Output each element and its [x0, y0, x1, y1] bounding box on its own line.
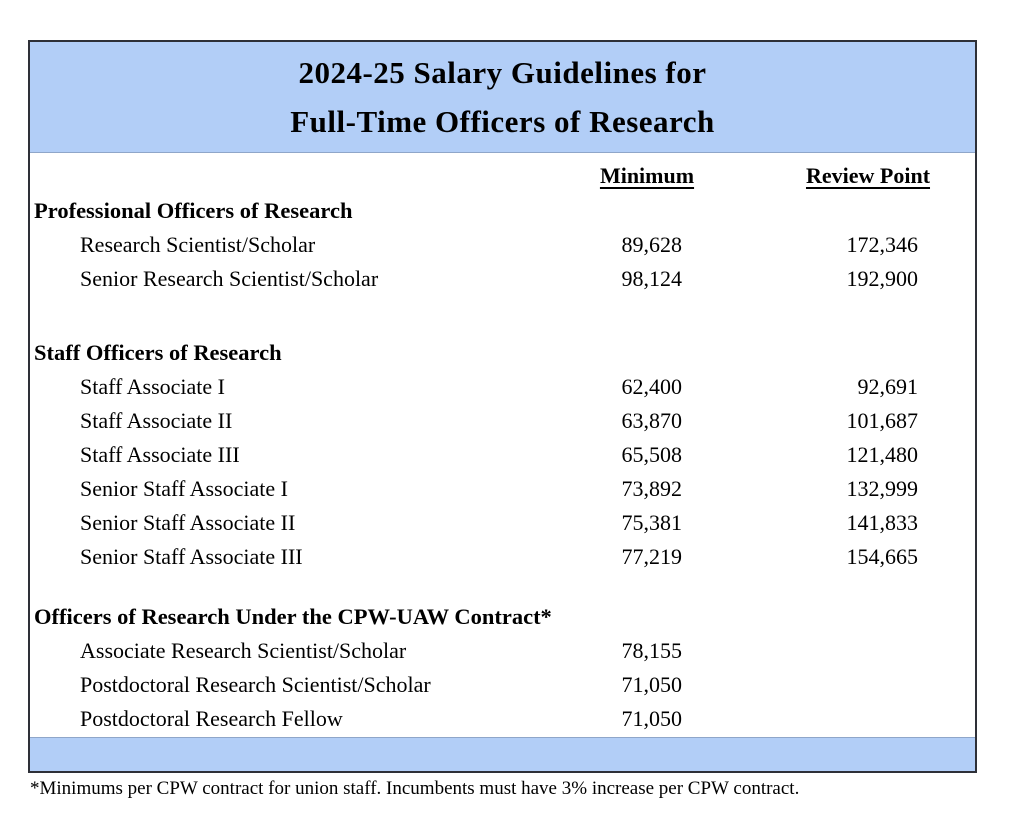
- table-row: Staff Associate III 65,508 121,480: [30, 438, 975, 472]
- row-label: Research Scientist/Scholar: [80, 232, 316, 257]
- row-label: Postdoctoral Research Fellow: [80, 706, 343, 731]
- minimum-value: 98,124: [621, 266, 683, 291]
- table-row: Senior Staff Associate II 75,381 141,833: [30, 506, 975, 540]
- row-pad: [918, 668, 975, 702]
- row-label: Senior Staff Associate III: [80, 544, 303, 569]
- column-header-row: Minimum Review Point: [30, 159, 975, 193]
- salary-guidelines-table: 2024-25 Salary Guidelines for Full-Time …: [28, 40, 977, 773]
- section-heading-cpw-uaw-contract: Officers of Research Under the CPW-UAW C…: [34, 604, 552, 629]
- review-point-value: [682, 668, 918, 702]
- row-label: Senior Research Scientist/Scholar: [80, 266, 379, 291]
- row-pad: [918, 634, 975, 668]
- minimum-value: 63,870: [621, 408, 683, 433]
- minimum-value: 71,050: [621, 672, 683, 697]
- review-point-value: 154,665: [846, 544, 919, 569]
- minimum-value: 71,050: [621, 706, 683, 731]
- row-label: Staff Associate II: [80, 408, 233, 433]
- section-heading-staff-officers: Staff Officers of Research: [34, 340, 282, 365]
- minimum-value: 65,508: [621, 442, 683, 467]
- row-label: Staff Associate III: [80, 442, 240, 467]
- minimum-value: 78,155: [621, 638, 683, 663]
- review-point-value: 141,833: [846, 510, 919, 535]
- row-pad: [918, 702, 975, 736]
- document-title-line-2: Full-Time Officers of Research: [290, 104, 715, 139]
- footnote: *Minimums per CPW contract for union sta…: [30, 778, 800, 799]
- column-header-review-point: Review Point: [805, 163, 931, 188]
- minimum-value: 89,628: [621, 232, 683, 257]
- review-point-value: 101,687: [846, 408, 919, 433]
- row-pad: [918, 540, 975, 574]
- table-row: Senior Research Scientist/Scholar 98,124…: [30, 262, 975, 296]
- row-label: Staff Associate I: [80, 374, 226, 399]
- table-content: Minimum Review Point Professional Office…: [30, 153, 975, 737]
- row-pad: [918, 262, 975, 296]
- review-point-value: 121,480: [846, 442, 919, 467]
- row-label: Senior Staff Associate II: [80, 510, 296, 535]
- column-header-minimum: Minimum: [599, 163, 695, 188]
- document-title-line-1: 2024-25 Salary Guidelines for: [298, 55, 707, 90]
- row-pad: [918, 472, 975, 506]
- review-point-value: 132,999: [846, 476, 919, 501]
- table-row: Postdoctoral Research Scientist/Scholar …: [30, 668, 975, 702]
- table-row: Staff Associate II 63,870 101,687: [30, 404, 975, 438]
- row-label: Senior Staff Associate I: [80, 476, 288, 501]
- table-row: Postdoctoral Research Fellow 71,050: [30, 702, 975, 736]
- row-label: Postdoctoral Research Scientist/Scholar: [80, 672, 431, 697]
- row-pad: [918, 404, 975, 438]
- title-band: 2024-25 Salary Guidelines for Full-Time …: [30, 42, 975, 153]
- minimum-value: 62,400: [621, 374, 683, 399]
- minimum-value: 77,219: [621, 544, 683, 569]
- minimum-value: 75,381: [621, 510, 683, 535]
- review-point-value: [682, 702, 918, 736]
- section-heading-professional-officers: Professional Officers of Research: [34, 198, 353, 223]
- row-pad: [918, 438, 975, 472]
- row-pad: [918, 228, 975, 262]
- minimum-value: 73,892: [621, 476, 683, 501]
- table-row: Research Scientist/Scholar 89,628 172,34…: [30, 228, 975, 262]
- review-point-value: 172,346: [846, 232, 919, 257]
- review-point-value: 92,691: [857, 374, 919, 399]
- review-point-value: [682, 634, 918, 668]
- review-point-value: 192,900: [846, 266, 919, 291]
- row-pad: [918, 370, 975, 404]
- footer-band: [30, 737, 975, 771]
- table-row: Senior Staff Associate I 73,892 132,999: [30, 472, 975, 506]
- row-label: Associate Research Scientist/Scholar: [80, 638, 407, 663]
- table-row: Staff Associate I 62,400 92,691: [30, 370, 975, 404]
- row-pad: [918, 506, 975, 540]
- table-row: Associate Research Scientist/Scholar 78,…: [30, 634, 975, 668]
- table-row: Senior Staff Associate III 77,219 154,66…: [30, 540, 975, 574]
